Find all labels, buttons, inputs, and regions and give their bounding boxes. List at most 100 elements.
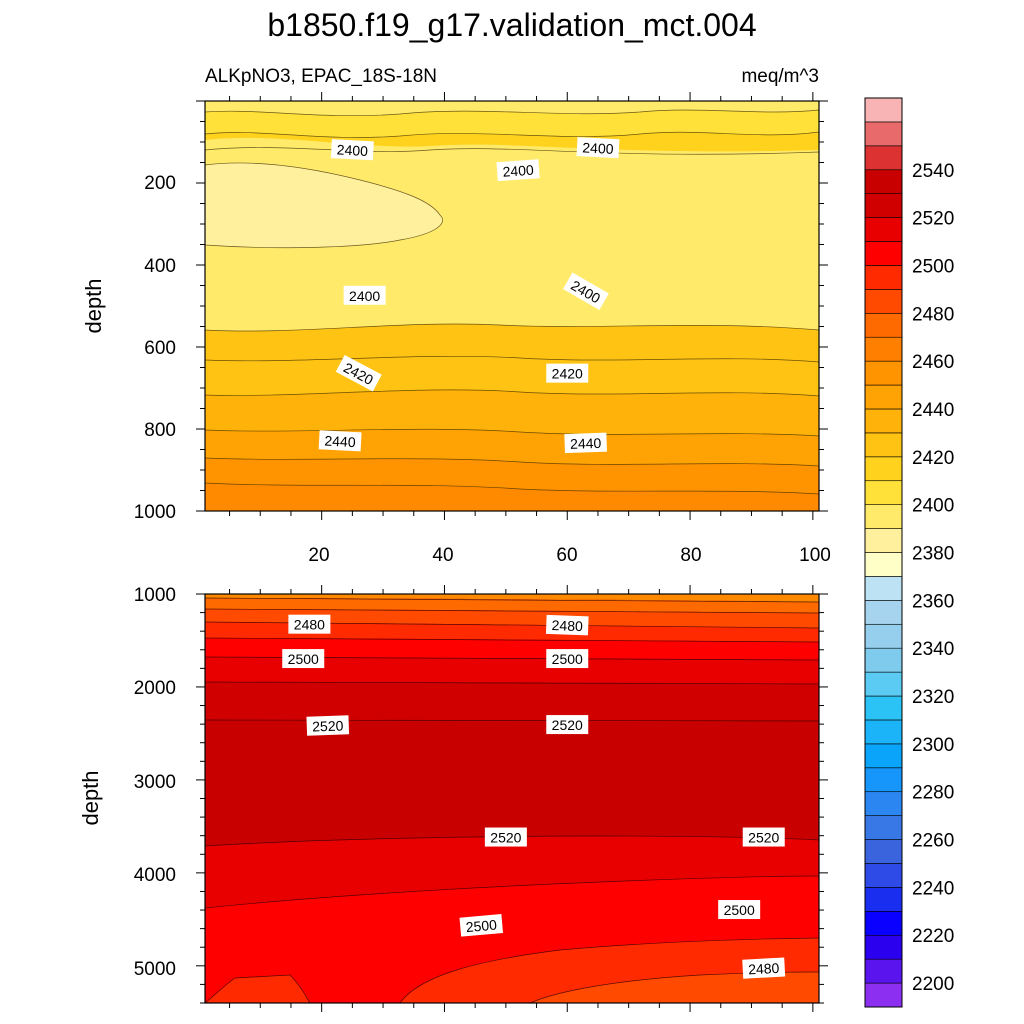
colorbar-label: 2240 xyxy=(912,878,954,899)
colorbar-label: 2480 xyxy=(912,304,954,325)
colorbar-label: 2320 xyxy=(912,687,954,708)
contour-label: 2520 xyxy=(742,827,785,847)
lower-y-tick-label: 2000 xyxy=(134,678,176,699)
contour-label-text: 2520 xyxy=(490,830,521,846)
colorbar-label: 2280 xyxy=(912,783,954,804)
upper-x-ticks xyxy=(229,92,814,520)
lower-x-ticks xyxy=(229,585,814,1012)
colorbar-swatch xyxy=(864,576,903,601)
colorbar-swatch xyxy=(864,982,903,1008)
colorbar-label: 2420 xyxy=(912,448,954,469)
contour-label-text: 2480 xyxy=(551,617,583,634)
figure-title: b1850.f19_g17.validation_mct.004 xyxy=(267,7,756,43)
contour-label: 2400 xyxy=(343,285,386,305)
colorbar-swatch xyxy=(864,217,903,242)
upper-y-ticks xyxy=(196,100,828,512)
colorbar-swatch xyxy=(864,528,903,553)
colorbar-label: 2520 xyxy=(912,209,954,230)
upper-contour-lines xyxy=(205,109,819,495)
colorbar-frame xyxy=(864,97,903,1008)
colorbar-swatch xyxy=(864,695,903,721)
contour-label: 2500 xyxy=(282,649,325,669)
colorbar-swatch xyxy=(864,360,903,386)
contour-label: 2400 xyxy=(496,159,540,182)
colorbar-label: 2360 xyxy=(912,591,954,612)
colorbar-swatch xyxy=(864,193,903,218)
contour-label-text: 2500 xyxy=(724,902,755,918)
contour-label-text: 2520 xyxy=(748,830,779,846)
upper-panel: 20 40 60 80 100 200 400 600 800 1000 dep… xyxy=(81,92,831,566)
upper-y-axis-label: depth xyxy=(81,278,106,333)
contour-label: 2440 xyxy=(318,430,362,452)
upper-y-tick-label: 1000 xyxy=(134,502,176,523)
lower-y-tick-label: 1000 xyxy=(134,585,176,606)
colorbar-swatch xyxy=(864,456,903,482)
colorbar-swatch xyxy=(864,934,903,960)
colorbar-label: 2500 xyxy=(912,256,954,277)
colorbar-swatch xyxy=(864,911,903,936)
upper-y-tick-label: 800 xyxy=(144,420,176,441)
lower-panel: 1000 2000 3000 4000 5000 depth 2480 2480 2… xyxy=(78,585,828,1012)
contour-label: 2440 xyxy=(564,432,607,454)
contour-label: 2400 xyxy=(576,137,620,159)
colorbar-swatch xyxy=(864,97,903,123)
upper-x-tick-label: 80 xyxy=(680,545,701,566)
colorbar-swatch xyxy=(864,958,903,984)
contour-label-text: 2400 xyxy=(336,141,368,159)
variable-region-label: ALKpNO3, EPAC_18S-18N xyxy=(205,66,437,87)
contour-label: 2500 xyxy=(546,649,589,669)
units-label: meq/m^3 xyxy=(741,66,819,87)
colorbar-swatch xyxy=(864,312,903,338)
colorbar-swatch xyxy=(864,863,903,888)
contour-label-text: 2520 xyxy=(552,717,583,733)
colorbar-label: 2380 xyxy=(912,544,954,565)
colorbar-swatch xyxy=(864,647,903,673)
upper-x-tick-label: 60 xyxy=(556,545,577,566)
upper-y-tick-label: 600 xyxy=(144,338,176,359)
colorbar-swatch xyxy=(864,767,903,793)
colorbar-swatch xyxy=(864,289,903,314)
colorbar-swatch xyxy=(864,600,903,625)
upper-x-tick-labels: 20 40 60 80 100 xyxy=(308,545,830,566)
contour-label-text: 2400 xyxy=(582,139,614,157)
colorbar-swatch xyxy=(864,743,903,769)
colorbar-swatch xyxy=(864,839,903,864)
lower-y-tick-labels: 1000 2000 3000 4000 5000 xyxy=(134,585,176,980)
colorbar-swatch xyxy=(864,432,903,458)
colorbar-swatches xyxy=(864,97,903,1008)
contour-label-text: 2440 xyxy=(324,432,356,450)
lower-y-axis-label: depth xyxy=(78,770,103,825)
contour-label-text: 2420 xyxy=(552,366,583,382)
colorbar: 2200 2220 2240 2260 2280 2300 2320 2340 2360 2380… xyxy=(864,97,954,1008)
contour-label-text: 2480 xyxy=(294,617,325,633)
contour-label: 2480 xyxy=(288,614,331,634)
colorbar-swatch xyxy=(864,384,903,410)
colorbar-labels: 2200 2220 2240 2260 2280 2300 2320 2340 2360 2380… xyxy=(912,161,954,995)
contour-label-text: 2400 xyxy=(502,162,534,180)
colorbar-label: 2440 xyxy=(912,400,954,421)
lower-y-ticks xyxy=(196,593,828,1004)
colorbar-swatch xyxy=(864,241,903,266)
contour-label: 2520 xyxy=(306,715,350,736)
colorbar-swatch xyxy=(864,504,903,529)
contour-label: 2520 xyxy=(546,715,589,735)
upper-x-tick-label: 20 xyxy=(308,545,329,566)
colorbar-label: 2460 xyxy=(912,352,954,373)
colorbar-swatch xyxy=(864,791,903,816)
lower-y-tick-label: 3000 xyxy=(134,772,176,793)
colorbar-label: 2220 xyxy=(912,926,954,947)
colorbar-swatch xyxy=(864,623,903,649)
contour-label-text: 2520 xyxy=(312,717,344,734)
colorbar-swatch xyxy=(864,265,903,290)
colorbar-swatch xyxy=(864,887,903,912)
colorbar-swatch xyxy=(864,336,903,362)
colorbar-label: 2400 xyxy=(912,496,954,517)
lower-y-tick-label: 4000 xyxy=(134,865,176,886)
colorbar-swatch xyxy=(864,408,903,434)
colorbar-label: 2200 xyxy=(912,974,954,995)
upper-x-tick-label: 100 xyxy=(799,545,831,566)
upper-y-tick-label: 400 xyxy=(144,256,176,277)
contour-label-text: 2400 xyxy=(349,288,380,304)
contour-label: 2500 xyxy=(459,914,504,937)
